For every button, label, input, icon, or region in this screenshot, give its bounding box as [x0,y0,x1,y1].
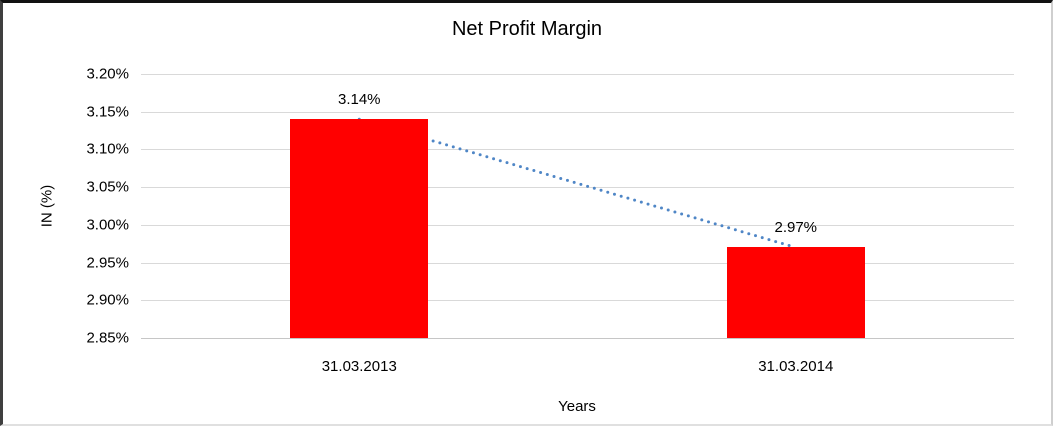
plot-area [141,74,1014,339]
y-tick-label: 2.85% [86,329,129,347]
y-tick-label: 3.00% [86,216,129,234]
y-tick-label: 3.10% [86,140,129,158]
gridline [141,262,1014,264]
x-axis-title: Years [558,398,596,415]
y-tick-label: 3.20% [86,65,129,83]
chart-title: Net Profit Margin [451,18,603,40]
bar [290,119,429,338]
bar-data-label: 2.97% [774,219,818,237]
y-tick-label: 3.15% [86,103,129,121]
y-tick-label: 3.05% [86,178,129,196]
gridline [141,187,1014,189]
bar-data-label: 3.14% [337,91,381,109]
bar [726,247,865,338]
gridline [141,149,1014,151]
y-tick-label: 2.90% [86,291,129,309]
x-tick-label: 31.03.2014 [758,358,834,375]
x-tick-label: 31.03.2013 [321,358,397,375]
gridline [141,338,1014,339]
trendline [357,117,798,249]
gridline [141,111,1014,113]
gridline [141,224,1014,226]
gridline [141,74,1014,75]
gridline [141,300,1014,302]
y-tick-label: 2.95% [86,254,129,272]
